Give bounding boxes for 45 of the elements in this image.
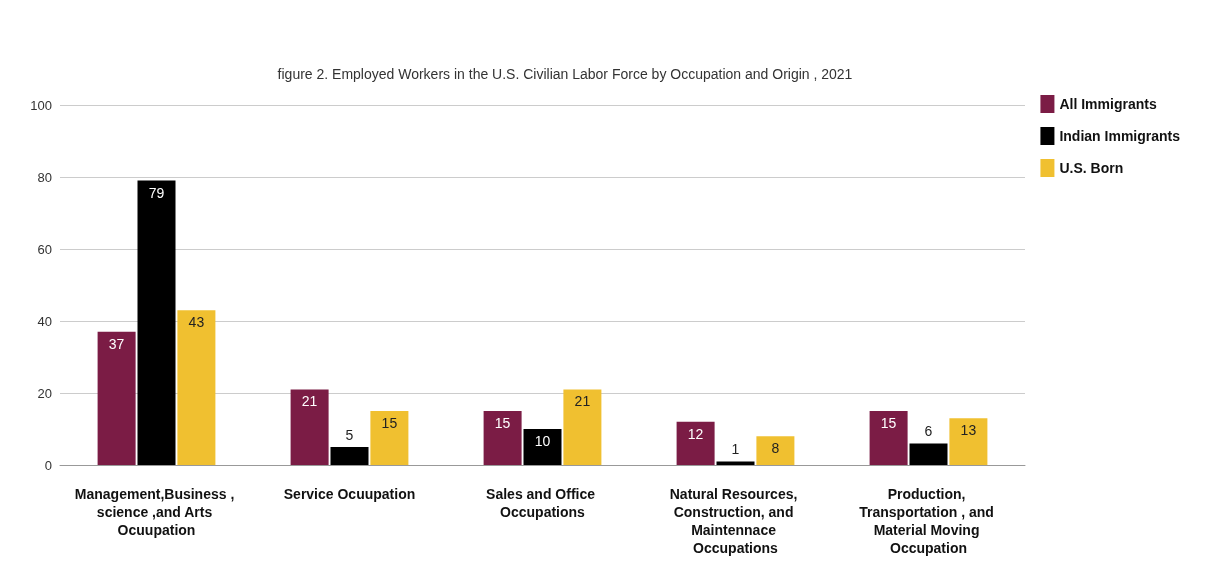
- y-tick-label: 40: [37, 313, 52, 329]
- bar: [563, 389, 602, 465]
- y-tick-label: 100: [30, 97, 52, 113]
- bar: [676, 421, 715, 465]
- bar: [756, 436, 795, 465]
- data-label: 10: [534, 433, 551, 449]
- x-tick-label: Management,Business , science ,and Arts Ocuupation: [74, 486, 239, 538]
- bar: [483, 411, 522, 465]
- data-label: 79: [148, 184, 165, 201]
- bar: [137, 180, 176, 465]
- bar: [869, 411, 908, 465]
- legend-label: Indian Immigrants: [1059, 128, 1181, 144]
- data-label: 6: [924, 423, 933, 440]
- bar: [177, 310, 216, 465]
- bar: [909, 443, 948, 465]
- bar: [716, 461, 755, 465]
- data-label: 43: [188, 314, 205, 331]
- chart-title: figure 2. Employed Workers in the U.S. Civilian Labor Force by Occupation and Origin , 2021: [277, 66, 853, 82]
- y-tick-label: 20: [37, 385, 52, 401]
- data-label: 1: [731, 441, 740, 458]
- y-tick-label: 0: [44, 457, 52, 473]
- x-tick-label: Natural Resources, Construction, and Maintennace Occupations: [669, 486, 802, 556]
- bar: [523, 429, 562, 465]
- bar: [290, 389, 329, 465]
- x-tick-label: Sales and Office Occupations: [486, 486, 599, 520]
- y-tick-label: 60: [37, 241, 52, 257]
- data-label: 37: [108, 335, 125, 352]
- data-label: 21: [301, 393, 318, 410]
- bar: [330, 447, 369, 465]
- data-label: 15: [494, 415, 511, 431]
- legend-label: U.S. Born: [1059, 160, 1124, 176]
- data-label: 13: [960, 422, 977, 439]
- data-label: 15: [880, 415, 897, 431]
- data-label: 8: [771, 440, 780, 457]
- data-label: 5: [345, 427, 354, 443]
- x-tick-label: Production, Transportation , and Material Moving Occupation: [859, 486, 998, 556]
- data-label: 12: [687, 425, 704, 442]
- legend-label: All Immigrants: [1059, 96, 1157, 112]
- data-label: 21: [574, 393, 591, 410]
- y-tick-label: 80: [37, 169, 52, 185]
- data-label: 15: [381, 415, 398, 431]
- bar: [370, 411, 409, 465]
- bar: [97, 331, 136, 465]
- x-tick-label: Service Ocuupation: [283, 486, 416, 502]
- bar: [949, 418, 988, 465]
